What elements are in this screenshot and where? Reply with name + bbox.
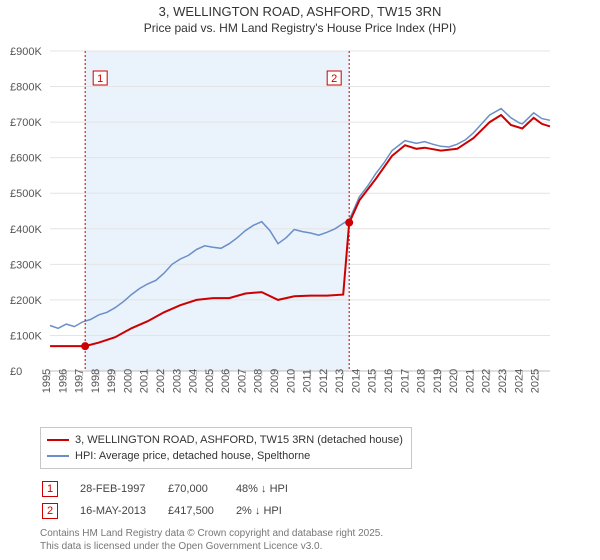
attribution-line: This data is licensed under the Open Gov… <box>40 540 600 553</box>
svg-text:2005: 2005 <box>204 369 216 393</box>
event-row: 2 16-MAY-2013 £417,500 2% ↓ HPI <box>42 501 308 521</box>
svg-text:£600K: £600K <box>10 153 42 165</box>
svg-text:£700K: £700K <box>10 117 42 129</box>
event-row: 1 28-FEB-1997 £70,000 48% ↓ HPI <box>42 479 308 499</box>
svg-text:£100K: £100K <box>10 330 42 342</box>
svg-text:£800K: £800K <box>10 82 42 94</box>
svg-text:2011: 2011 <box>302 369 314 393</box>
event-date: 28-FEB-1997 <box>80 479 166 499</box>
svg-text:£500K: £500K <box>10 188 42 200</box>
svg-text:2004: 2004 <box>188 369 200 393</box>
svg-text:2008: 2008 <box>253 369 265 393</box>
event-delta: 2% ↓ HPI <box>236 501 308 521</box>
legend-swatch-red <box>47 439 69 441</box>
chart-svg: £0 £100K £200K £300K £400K £500K £600K £700K £80… <box>10 41 560 421</box>
events-table: 1 28-FEB-1997 £70,000 48% ↓ HPI 2 16-MAY… <box>40 477 310 523</box>
svg-text:2010: 2010 <box>285 369 297 393</box>
svg-text:2012: 2012 <box>318 369 330 393</box>
svg-text:1997: 1997 <box>74 369 86 393</box>
svg-text:2020: 2020 <box>448 369 460 393</box>
svg-text:2000: 2000 <box>122 369 134 393</box>
event-marker: 1 <box>42 481 58 497</box>
event-date: 16-MAY-2013 <box>80 501 166 521</box>
svg-text:2023: 2023 <box>497 369 509 393</box>
svg-text:1998: 1998 <box>90 369 102 393</box>
chart-titles: 3, WELLINGTON ROAD, ASHFORD, TW15 3RN Pr… <box>0 0 600 35</box>
svg-text:2001: 2001 <box>139 369 151 393</box>
svg-text:2022: 2022 <box>481 369 493 393</box>
svg-text:2021: 2021 <box>464 369 476 393</box>
svg-text:2024: 2024 <box>513 369 525 393</box>
svg-text:2016: 2016 <box>383 369 395 393</box>
event-delta: 48% ↓ HPI <box>236 479 308 499</box>
title-main: 3, WELLINGTON ROAD, ASHFORD, TW15 3RN <box>0 4 600 19</box>
svg-text:£200K: £200K <box>10 295 42 307</box>
svg-text:2019: 2019 <box>432 369 444 393</box>
svg-text:2018: 2018 <box>416 369 428 393</box>
legend: 3, WELLINGTON ROAD, ASHFORD, TW15 3RN (d… <box>40 427 412 469</box>
svg-text:2025: 2025 <box>530 369 542 393</box>
svg-text:2002: 2002 <box>155 369 167 393</box>
svg-text:1999: 1999 <box>106 369 118 393</box>
event-price: £70,000 <box>168 479 234 499</box>
svg-text:2009: 2009 <box>269 369 281 393</box>
event-price: £417,500 <box>168 501 234 521</box>
svg-text:2015: 2015 <box>367 369 379 393</box>
svg-text:2: 2 <box>331 73 337 85</box>
svg-text:2006: 2006 <box>220 369 232 393</box>
svg-text:1995: 1995 <box>41 369 53 393</box>
svg-text:2007: 2007 <box>236 369 248 393</box>
chart-plot: £0 £100K £200K £300K £400K £500K £600K £700K £80… <box>10 41 560 421</box>
svg-text:2014: 2014 <box>350 369 362 393</box>
legend-item-price-paid: 3, WELLINGTON ROAD, ASHFORD, TW15 3RN (d… <box>47 432 403 448</box>
title-sub: Price paid vs. HM Land Registry's House … <box>0 21 600 35</box>
attribution: Contains HM Land Registry data © Crown c… <box>40 527 600 553</box>
chart-container: 3, WELLINGTON ROAD, ASHFORD, TW15 3RN Pr… <box>0 0 600 553</box>
svg-text:£0: £0 <box>10 366 22 378</box>
svg-text:2017: 2017 <box>399 369 411 393</box>
attribution-line: Contains HM Land Registry data © Crown c… <box>40 527 600 540</box>
svg-text:£900K: £900K <box>10 46 42 58</box>
svg-text:£300K: £300K <box>10 259 42 271</box>
svg-text:2003: 2003 <box>171 369 183 393</box>
legend-item-hpi: HPI: Average price, detached house, Spel… <box>47 448 403 464</box>
event-marker: 2 <box>42 503 58 519</box>
svg-text:1996: 1996 <box>57 369 69 393</box>
legend-swatch-blue <box>47 455 69 457</box>
legend-label: HPI: Average price, detached house, Spel… <box>75 448 310 464</box>
svg-text:1: 1 <box>97 73 103 85</box>
svg-text:2013: 2013 <box>334 369 346 393</box>
svg-text:£400K: £400K <box>10 224 42 236</box>
legend-label: 3, WELLINGTON ROAD, ASHFORD, TW15 3RN (d… <box>75 432 403 448</box>
